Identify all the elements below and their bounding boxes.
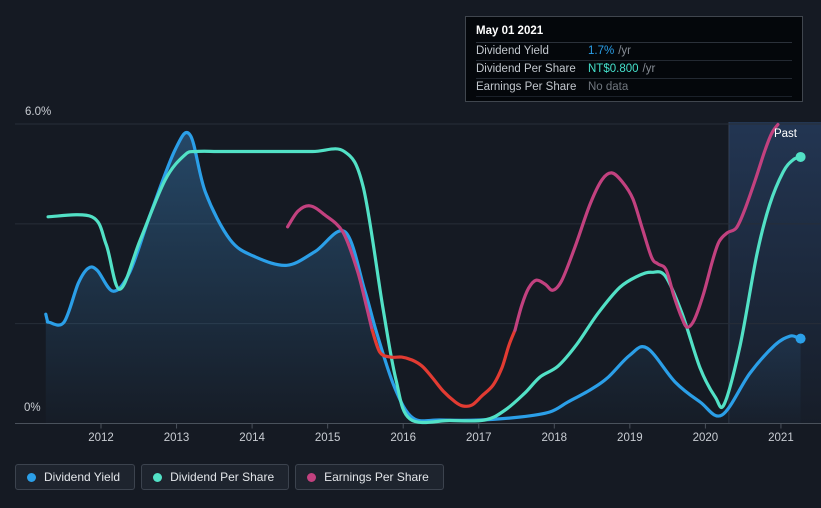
tooltip-row-dividend-per-share: Dividend Per Share NT$0.800/yr <box>476 61 792 79</box>
x-axis-label-2013: 2013 <box>164 432 190 444</box>
x-axis-label-2018: 2018 <box>542 432 568 444</box>
dividend-yield-area <box>45 132 801 424</box>
x-axis-label-2021: 2021 <box>768 432 794 444</box>
dividend-yield-end-dot <box>795 333 806 344</box>
tooltip-date: May 01 2021 <box>476 22 792 43</box>
tooltip-value: NT$0.800/yr <box>588 63 656 75</box>
legend-label: Dividend Yield <box>44 470 121 484</box>
x-axis-label-2016: 2016 <box>390 432 416 444</box>
earnings-per-share-line-segment-0 <box>286 204 374 332</box>
chart-canvas[interactable]: 2012 2013 2014 2015 2016 2017 2018 2019 2020 2021 <box>0 0 821 452</box>
legend-item-dividend-yield[interactable]: Dividend Yield <box>15 464 136 490</box>
tooltip-row-dividend-yield: Dividend Yield 1.7%/yr <box>476 43 792 61</box>
x-axis-label-2012: 2012 <box>88 432 114 444</box>
legend-label: Dividend Per Share <box>170 470 275 484</box>
dividend-per-share-end-dot <box>795 151 806 162</box>
tooltip-row-earnings-per-share: Earnings Per Share No data <box>476 79 792 97</box>
legend: Dividend Yield Dividend Per Share Earnin… <box>15 464 444 490</box>
x-axis-label-2020: 2020 <box>693 432 719 444</box>
tooltip-value: No data <box>588 81 629 93</box>
legend-item-earnings-per-share[interactable]: Earnings Per Share <box>295 464 444 490</box>
x-axis-label-2019: 2019 <box>617 432 643 444</box>
legend-item-dividend-per-share[interactable]: Dividend Per Share <box>141 464 290 490</box>
earnings-per-share-line-segment-1 <box>370 328 517 408</box>
x-axis-label-2015: 2015 <box>315 432 341 444</box>
earnings-per-share-line-segment-2 <box>513 122 780 332</box>
tooltip: May 01 2021 Dividend Yield 1.7%/yr Divid… <box>465 16 803 102</box>
earnings-per-share-dot-icon <box>307 472 317 482</box>
tooltip-value: 1.7%/yr <box>588 45 631 57</box>
tooltip-label: Dividend Per Share <box>476 63 576 75</box>
dividend-yield-dot-icon <box>27 472 36 482</box>
x-axis-label-2017: 2017 <box>466 432 492 444</box>
past-label: Past <box>773 128 797 140</box>
tooltip-label: Earnings Per Share <box>476 81 577 93</box>
dividend-yield-line <box>44 130 803 423</box>
legend-label: Earnings Per Share <box>324 470 429 484</box>
y-axis-label-zero: 0% <box>24 402 41 414</box>
y-axis-label-max: 6.0% <box>25 106 52 118</box>
x-axis-label-2014: 2014 <box>239 432 265 444</box>
dividend-per-share-dot-icon <box>153 472 163 482</box>
dividend-per-share-line <box>46 147 803 425</box>
tooltip-label: Dividend Yield <box>476 45 549 57</box>
